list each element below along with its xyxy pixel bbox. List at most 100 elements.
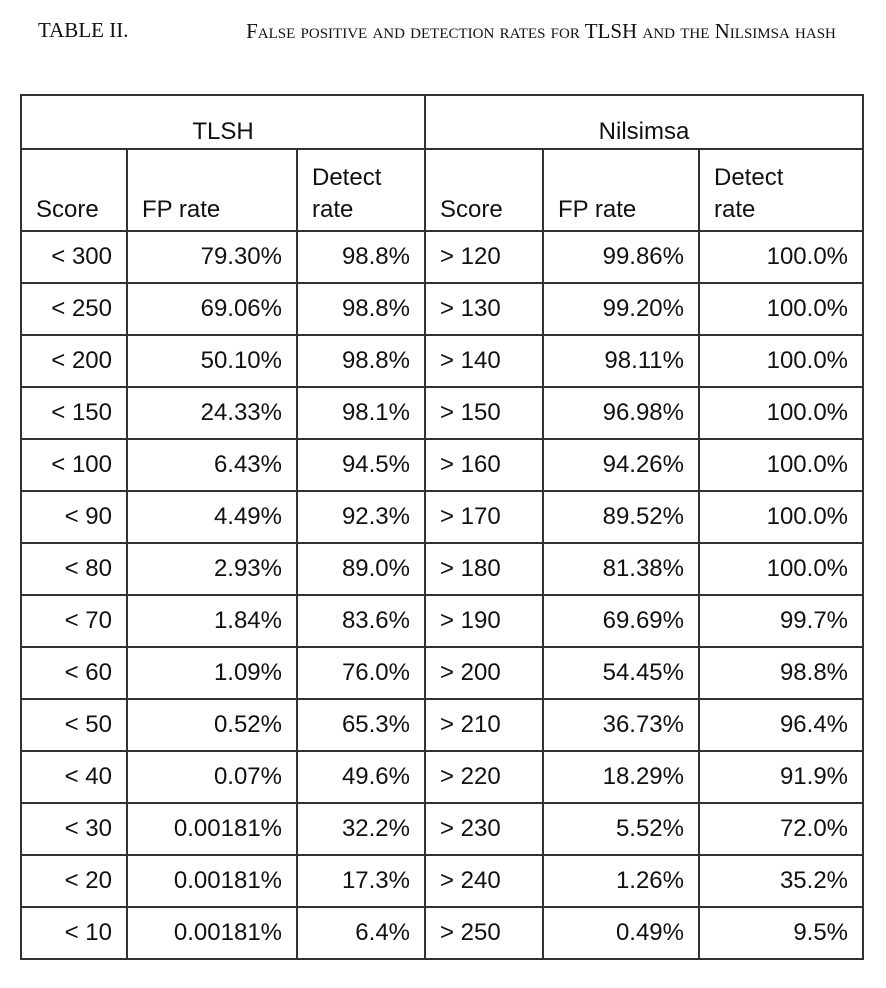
nilsimsa-score-cell: > 140: [424, 334, 544, 388]
col-header-tlsh-detect-rate: Detect rate: [296, 148, 426, 232]
tlsh-score-cell: < 60: [20, 646, 128, 700]
table-label: TABLE II.: [38, 18, 129, 42]
tlsh-detect-rate-cell: 6.4%: [296, 906, 426, 960]
tlsh-score-cell: < 30: [20, 802, 128, 856]
col-header-nilsimsa-detect-rate: Detect rate: [697, 148, 865, 232]
table-row: < 300 79.30% 98.8% > 120 99.86% 100.0%: [20, 230, 865, 284]
nilsimsa-detect-rate-cell: 98.8%: [697, 646, 865, 700]
tlsh-score-cell: < 10: [20, 906, 128, 960]
tlsh-score-cell: < 40: [20, 750, 128, 804]
nilsimsa-detect-rate-cell: 9.5%: [697, 906, 865, 960]
tlsh-fp-rate-cell: 50.10%: [126, 334, 298, 388]
nilsimsa-detect-rate-cell: 99.7%: [697, 594, 865, 648]
nilsimsa-fp-rate-cell: 99.86%: [542, 230, 700, 284]
tlsh-fp-rate-cell: 0.00181%: [126, 802, 298, 856]
nilsimsa-detect-rate-cell: 100.0%: [697, 230, 865, 284]
tlsh-detect-rate-cell: 32.2%: [296, 802, 426, 856]
nilsimsa-fp-rate-cell: 98.11%: [542, 334, 700, 388]
tlsh-detect-rate-cell: 98.8%: [296, 282, 426, 336]
tlsh-detect-rate-cell: 17.3%: [296, 854, 426, 908]
table-row: < 250 69.06% 98.8% > 130 99.20% 100.0%: [20, 282, 865, 336]
nilsimsa-fp-rate-cell: 0.49%: [542, 906, 700, 960]
tlsh-detect-rate-cell: 49.6%: [296, 750, 426, 804]
nilsimsa-detect-rate-cell: 72.0%: [697, 802, 865, 856]
nilsimsa-fp-rate-cell: 1.26%: [542, 854, 700, 908]
table-row: < 10 0.00181% 6.4% > 250 0.49% 9.5%: [20, 906, 865, 960]
table-row: < 150 24.33% 98.1% > 150 96.98% 100.0%: [20, 386, 865, 440]
nilsimsa-fp-rate-cell: 18.29%: [542, 750, 700, 804]
group-header-tlsh: TLSH: [20, 94, 426, 150]
table-row: < 50 0.52% 65.3% > 210 36.73% 96.4%: [20, 698, 865, 752]
tlsh-detect-rate-cell: 94.5%: [296, 438, 426, 492]
nilsimsa-detect-rate-cell: 100.0%: [697, 386, 865, 440]
nilsimsa-score-cell: > 180: [424, 542, 544, 596]
tlsh-detect-rate-cell: 83.6%: [296, 594, 426, 648]
table-row: < 90 4.49% 92.3% > 170 89.52% 100.0%: [20, 490, 865, 544]
tlsh-fp-rate-cell: 4.49%: [126, 490, 298, 544]
nilsimsa-score-cell: > 210: [424, 698, 544, 752]
nilsimsa-score-cell: > 250: [424, 906, 544, 960]
nilsimsa-detect-rate-cell: 100.0%: [697, 334, 865, 388]
nilsimsa-detect-rate-cell: 91.9%: [697, 750, 865, 804]
tlsh-detect-rate-cell: 98.1%: [296, 386, 426, 440]
rates-table: TLSH Nilsimsa Score FP rate Detect rate …: [20, 94, 865, 960]
nilsimsa-fp-rate-cell: 99.20%: [542, 282, 700, 336]
tlsh-fp-rate-cell: 1.84%: [126, 594, 298, 648]
col-header-nilsimsa-fp-rate: FP rate: [542, 148, 700, 232]
tlsh-detect-rate-cell: 65.3%: [296, 698, 426, 752]
nilsimsa-score-cell: > 200: [424, 646, 544, 700]
nilsimsa-score-cell: > 170: [424, 490, 544, 544]
nilsimsa-score-cell: > 240: [424, 854, 544, 908]
tlsh-detect-rate-cell: 89.0%: [296, 542, 426, 596]
nilsimsa-fp-rate-cell: 94.26%: [542, 438, 700, 492]
table-row: < 200 50.10% 98.8% > 140 98.11% 100.0%: [20, 334, 865, 388]
table-row: < 40 0.07% 49.6% > 220 18.29% 91.9%: [20, 750, 865, 804]
nilsimsa-detect-rate-cell: 96.4%: [697, 698, 865, 752]
tlsh-score-cell: < 300: [20, 230, 128, 284]
group-header-nilsimsa: Nilsimsa: [423, 94, 865, 150]
col-header-nilsimsa-score: Score: [424, 148, 544, 232]
table-row: < 30 0.00181% 32.2% > 230 5.52% 72.0%: [20, 802, 865, 856]
table-row: < 60 1.09% 76.0% > 200 54.45% 98.8%: [20, 646, 865, 700]
tlsh-fp-rate-cell: 6.43%: [126, 438, 298, 492]
nilsimsa-detect-rate-cell: 35.2%: [697, 854, 865, 908]
group-header-row: TLSH Nilsimsa: [20, 94, 865, 150]
nilsimsa-fp-rate-cell: 89.52%: [542, 490, 700, 544]
nilsimsa-score-cell: > 230: [424, 802, 544, 856]
table-body: < 300 79.30% 98.8% > 120 99.86% 100.0% < 250 69…: [20, 230, 865, 960]
nilsimsa-score-cell: > 160: [424, 438, 544, 492]
nilsimsa-detect-rate-cell: 100.0%: [697, 282, 865, 336]
nilsimsa-detect-rate-cell: 100.0%: [697, 542, 865, 596]
tlsh-score-cell: < 90: [20, 490, 128, 544]
tlsh-score-cell: < 250: [20, 282, 128, 336]
column-header-row: Score FP rate Detect rate Score FP rate …: [20, 148, 865, 232]
tlsh-score-cell: < 80: [20, 542, 128, 596]
tlsh-fp-rate-cell: 69.06%: [126, 282, 298, 336]
nilsimsa-fp-rate-cell: 54.45%: [542, 646, 700, 700]
table-row: < 20 0.00181% 17.3% > 240 1.26% 35.2%: [20, 854, 865, 908]
table-row: < 100 6.43% 94.5% > 160 94.26% 100.0%: [20, 438, 865, 492]
tlsh-fp-rate-cell: 79.30%: [126, 230, 298, 284]
table-row: < 80 2.93% 89.0% > 180 81.38% 100.0%: [20, 542, 865, 596]
nilsimsa-fp-rate-cell: 69.69%: [542, 594, 700, 648]
tlsh-fp-rate-cell: 0.00181%: [126, 906, 298, 960]
tlsh-detect-rate-cell: 92.3%: [296, 490, 426, 544]
tlsh-score-cell: < 50: [20, 698, 128, 752]
nilsimsa-score-cell: > 150: [424, 386, 544, 440]
table-caption: TABLE II. False positive and detection r…: [0, 0, 886, 80]
nilsimsa-score-cell: > 220: [424, 750, 544, 804]
tlsh-score-cell: < 200: [20, 334, 128, 388]
nilsimsa-detect-rate-cell: 100.0%: [697, 438, 865, 492]
tlsh-detect-rate-cell: 98.8%: [296, 334, 426, 388]
table-row: < 70 1.84% 83.6% > 190 69.69% 99.7%: [20, 594, 865, 648]
tlsh-score-cell: < 20: [20, 854, 128, 908]
nilsimsa-detect-rate-cell: 100.0%: [697, 490, 865, 544]
tlsh-detect-rate-cell: 76.0%: [296, 646, 426, 700]
nilsimsa-fp-rate-cell: 36.73%: [542, 698, 700, 752]
nilsimsa-score-cell: > 130: [424, 282, 544, 336]
nilsimsa-fp-rate-cell: 96.98%: [542, 386, 700, 440]
tlsh-score-cell: < 100: [20, 438, 128, 492]
nilsimsa-score-cell: > 120: [424, 230, 544, 284]
tlsh-fp-rate-cell: 0.07%: [126, 750, 298, 804]
tlsh-fp-rate-cell: 0.00181%: [126, 854, 298, 908]
